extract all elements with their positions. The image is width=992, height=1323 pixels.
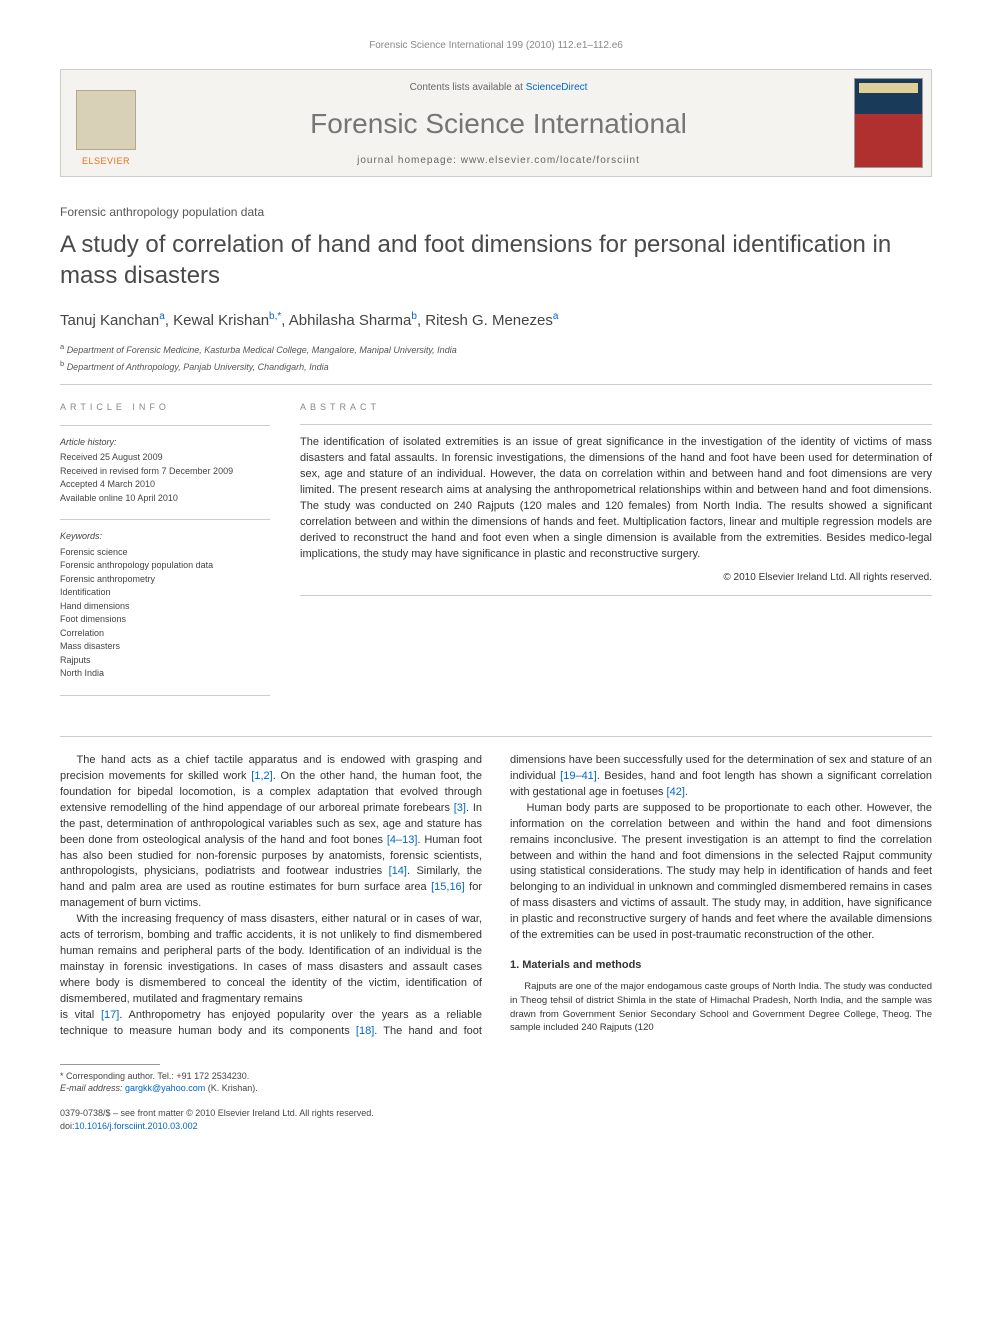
abstract-text: The identification of isolated extremiti… bbox=[300, 435, 932, 563]
date-accepted: Accepted 4 March 2010 bbox=[60, 478, 270, 492]
journal-homepage: journal homepage: www.elsevier.com/locat… bbox=[161, 155, 836, 166]
date-received: Received 25 August 2009 bbox=[60, 451, 270, 465]
journal-name: Forensic Science International bbox=[161, 108, 836, 140]
keyword: Correlation bbox=[60, 627, 270, 641]
citation-link[interactable]: [14] bbox=[389, 865, 407, 877]
contents-listing: Contents lists available at ScienceDirec… bbox=[161, 82, 836, 93]
divider bbox=[60, 384, 932, 385]
abstract-heading: ABSTRACT bbox=[300, 401, 932, 414]
keyword: Forensic anthropology population data bbox=[60, 559, 270, 573]
keyword: Mass disasters bbox=[60, 640, 270, 654]
article-info: ARTICLE INFO Article history: Received 2… bbox=[60, 401, 270, 706]
affiliations: a Department of Forensic Medicine, Kastu… bbox=[60, 341, 932, 374]
page-footer: * Corresponding author. Tel.: +91 172 25… bbox=[60, 1064, 932, 1132]
date-online: Available online 10 April 2010 bbox=[60, 492, 270, 506]
citation-link[interactable]: [19–41] bbox=[560, 770, 597, 782]
journal-cover-icon bbox=[854, 78, 923, 168]
keyword: Rajputs bbox=[60, 654, 270, 668]
doi-link[interactable]: 10.1016/j.forsciint.2010.03.002 bbox=[75, 1121, 198, 1131]
author: Ritesh G. Menezes bbox=[425, 312, 553, 329]
article-type: Forensic anthropology population data bbox=[60, 205, 932, 219]
issn-line: 0379-0738/$ – see front matter © 2010 El… bbox=[60, 1107, 932, 1120]
copyright: © 2010 Elsevier Ireland Ltd. All rights … bbox=[300, 571, 932, 586]
email-link[interactable]: gargkk@yahoo.com bbox=[125, 1083, 205, 1093]
citation-link[interactable]: [1,2] bbox=[251, 770, 272, 782]
section-heading: 1. Materials and methods bbox=[510, 958, 932, 974]
body-text: The hand acts as a chief tactile apparat… bbox=[60, 753, 932, 1040]
info-heading: ARTICLE INFO bbox=[60, 401, 270, 415]
article-title: A study of correlation of hand and foot … bbox=[60, 229, 932, 291]
corresponding-email: E-mail address: gargkk@yahoo.com (K. Kri… bbox=[60, 1082, 932, 1095]
citation-link[interactable]: [17] bbox=[101, 1009, 119, 1021]
author: Kewal Krishan bbox=[173, 312, 269, 329]
keyword: Forensic anthropometry bbox=[60, 573, 270, 587]
sciencedirect-link[interactable]: ScienceDirect bbox=[526, 82, 588, 93]
author: Abhilasha Sharma bbox=[289, 312, 412, 329]
elsevier-tree-icon bbox=[76, 90, 136, 150]
history-label: Article history: bbox=[60, 436, 270, 450]
corresponding-author: * Corresponding author. Tel.: +91 172 25… bbox=[60, 1070, 932, 1083]
keyword: North India bbox=[60, 667, 270, 681]
citation-link[interactable]: [4–13] bbox=[387, 834, 418, 846]
methods-text: Rajputs are one of the major endogamous … bbox=[510, 980, 932, 1035]
citation-link[interactable]: [42] bbox=[667, 786, 685, 798]
citation-link[interactable]: [18] bbox=[356, 1025, 374, 1037]
publisher-name: ELSEVIER bbox=[82, 156, 130, 166]
date-revised: Received in revised form 7 December 2009 bbox=[60, 465, 270, 479]
abstract: ABSTRACT The identification of isolated … bbox=[300, 401, 932, 706]
journal-masthead: ELSEVIER Contents lists available at Sci… bbox=[60, 69, 932, 177]
author: Tanuj Kanchan bbox=[60, 312, 159, 329]
running-head: Forensic Science International 199 (2010… bbox=[60, 40, 932, 51]
keyword: Identification bbox=[60, 586, 270, 600]
keyword: Foot dimensions bbox=[60, 613, 270, 627]
divider bbox=[60, 736, 932, 737]
citation-link[interactable]: [15,16] bbox=[431, 881, 465, 893]
keyword: Hand dimensions bbox=[60, 600, 270, 614]
author-list: Tanuj Kanchana, Kewal Krishanb,*, Abhila… bbox=[60, 311, 932, 329]
keyword: Forensic science bbox=[60, 546, 270, 560]
citation-link[interactable]: [3] bbox=[454, 802, 466, 814]
publisher-block: ELSEVIER bbox=[61, 70, 151, 176]
keywords-label: Keywords: bbox=[60, 530, 270, 544]
